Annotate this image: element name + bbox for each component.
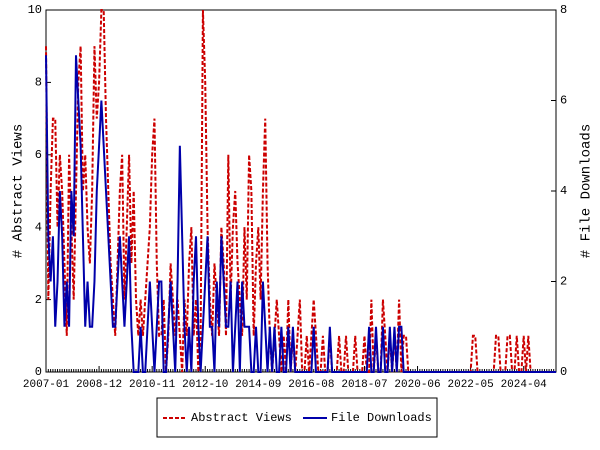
- x-tick-label: 2007-01: [23, 379, 70, 391]
- y-axis-title: # Abstract Views: [11, 124, 27, 258]
- series-line: [45, 9, 556, 373]
- y-tick-label: 2: [35, 293, 42, 307]
- legend-label: File Downloads: [331, 411, 432, 425]
- y-tick-label: 0: [35, 365, 42, 379]
- y2-tick-label: 6: [560, 94, 567, 108]
- x-tick-label: 2022-05: [448, 379, 494, 391]
- y-tick-label: 6: [35, 148, 42, 162]
- y2-tick-label: 8: [560, 3, 567, 17]
- x-tick-label: 2018-07: [341, 379, 387, 391]
- x-tick-label: 2024-04: [501, 379, 548, 391]
- x-tick-label: 2016-08: [288, 379, 334, 391]
- x-tick-label: 2012-10: [182, 379, 228, 391]
- y2-axis-title: # File Downloads: [579, 124, 595, 258]
- series-line: [45, 55, 556, 373]
- x-tick-label: 2010-11: [129, 379, 176, 391]
- y2-tick-label: 4: [560, 184, 567, 198]
- y2-tick-label: 2: [560, 275, 567, 289]
- x-tick-label: 2008-12: [76, 379, 122, 391]
- legend-label: Abstract Views: [191, 411, 292, 425]
- y-tick-label: 8: [35, 76, 42, 90]
- y2-tick-label: 0: [560, 365, 567, 379]
- x-tick-label: 2020-06: [394, 379, 440, 391]
- x-tick-label: 2014-09: [235, 379, 281, 391]
- y-tick-label: 4: [35, 220, 42, 234]
- legend-box: [156, 397, 438, 438]
- y-tick-label: 10: [28, 3, 42, 17]
